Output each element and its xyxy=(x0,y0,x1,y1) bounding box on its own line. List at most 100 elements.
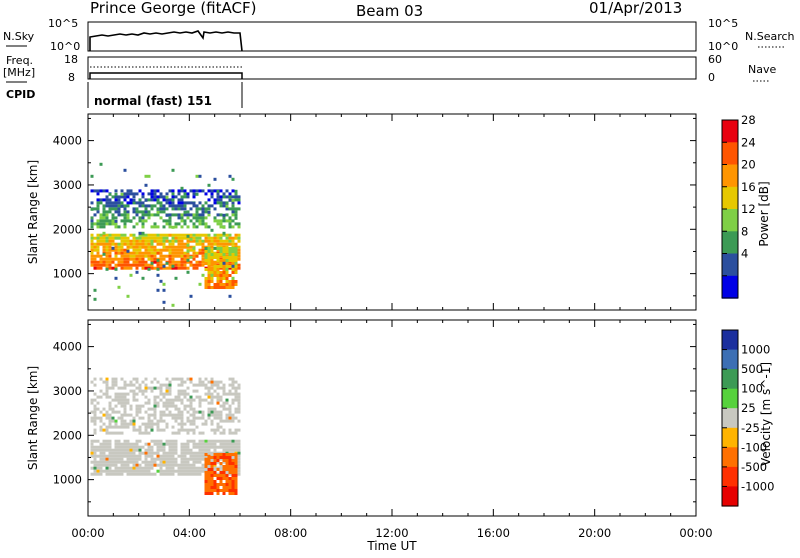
data-cell xyxy=(120,419,124,423)
data-cell xyxy=(204,386,208,390)
data-cell xyxy=(102,216,106,220)
data-cell xyxy=(174,407,178,411)
data-cell xyxy=(192,460,196,464)
data-cell xyxy=(108,472,112,476)
data-cell xyxy=(180,213,184,217)
data-cell xyxy=(165,398,169,402)
data-cell xyxy=(204,262,208,265)
data-cell xyxy=(234,407,238,411)
data-cell xyxy=(144,174,148,178)
data-cell xyxy=(135,245,139,249)
data-cell xyxy=(213,466,217,470)
data-cell xyxy=(198,233,202,237)
data-cell xyxy=(189,463,193,467)
data-cell xyxy=(156,428,160,432)
data-cell xyxy=(207,250,211,253)
data-cell xyxy=(138,410,142,414)
data-cell xyxy=(201,448,205,452)
data-cell xyxy=(171,377,175,381)
data-cell xyxy=(123,425,127,429)
data-cell xyxy=(171,460,175,464)
data-cell xyxy=(195,189,199,193)
data-cell xyxy=(162,469,166,473)
nave-label: Nave xyxy=(748,63,776,76)
data-cell xyxy=(135,242,139,246)
data-cell xyxy=(174,263,178,267)
data-cell xyxy=(234,480,238,483)
data-cell xyxy=(105,239,109,243)
data-cell xyxy=(168,454,172,458)
data-cell xyxy=(138,389,142,393)
data-cell xyxy=(135,469,139,473)
data-cell xyxy=(138,448,142,452)
data-cell xyxy=(144,401,148,405)
data-cell xyxy=(102,463,106,467)
data-cell xyxy=(180,466,184,470)
data-cell xyxy=(204,286,208,289)
data-cell xyxy=(171,236,175,240)
data-cell xyxy=(213,219,217,223)
data-cell xyxy=(129,389,133,393)
data-cell xyxy=(207,492,211,495)
nsky-label: N.Sky xyxy=(3,30,35,43)
data-cell xyxy=(99,445,103,449)
data-cell xyxy=(210,242,214,246)
time-tick-label: 08:00 xyxy=(274,526,307,540)
data-cell xyxy=(111,236,115,240)
y-tick-label: 2000 xyxy=(53,428,82,442)
data-cell xyxy=(228,404,232,408)
data-cell xyxy=(177,248,181,252)
data-cell xyxy=(132,416,136,420)
data-cell xyxy=(234,216,238,220)
time-tick-label: 20:00 xyxy=(578,526,611,540)
data-cell xyxy=(186,428,190,432)
data-cell xyxy=(162,300,166,304)
data-cell xyxy=(207,268,211,271)
data-cell xyxy=(183,201,187,205)
data-cell xyxy=(183,454,187,458)
data-cell xyxy=(189,245,193,249)
data-cell xyxy=(198,263,202,267)
data-cell xyxy=(216,392,220,396)
data-cell xyxy=(195,174,199,178)
data-cell xyxy=(135,454,139,458)
data-cell xyxy=(141,233,145,237)
data-cell xyxy=(105,448,109,452)
data-cell xyxy=(228,256,232,259)
data-cell xyxy=(90,236,94,240)
data-cell xyxy=(123,410,127,414)
data-cell xyxy=(213,256,217,259)
freq-unit-label: [MHz] xyxy=(3,66,35,79)
data-cell xyxy=(177,389,181,393)
data-cell xyxy=(105,222,109,226)
data-cell xyxy=(123,386,127,390)
data-cell xyxy=(192,407,196,411)
data-cell xyxy=(111,454,115,458)
data-cell xyxy=(219,413,223,417)
data-cell xyxy=(123,454,127,458)
data-cell xyxy=(189,448,193,452)
data-cell xyxy=(237,266,241,270)
data-cell xyxy=(207,463,211,467)
data-cell xyxy=(210,250,214,253)
data-cell xyxy=(96,472,100,476)
data-cell xyxy=(99,225,103,229)
data-cell xyxy=(237,233,241,237)
data-cell xyxy=(210,471,214,474)
data-cell xyxy=(237,451,241,455)
data-cell xyxy=(123,257,127,261)
data-cell xyxy=(111,431,115,435)
data-cell xyxy=(150,454,154,458)
velocity-colorbar-swatch xyxy=(722,408,738,429)
data-cell xyxy=(213,233,217,237)
data-cell xyxy=(216,201,220,205)
data-cell xyxy=(132,242,136,246)
data-cell xyxy=(210,410,214,414)
data-cell xyxy=(189,472,193,476)
data-cell xyxy=(231,250,235,253)
data-cell xyxy=(165,383,169,387)
data-cell xyxy=(189,294,193,298)
data-cell xyxy=(108,192,112,196)
data-cell xyxy=(222,489,226,492)
data-cell xyxy=(141,266,145,270)
